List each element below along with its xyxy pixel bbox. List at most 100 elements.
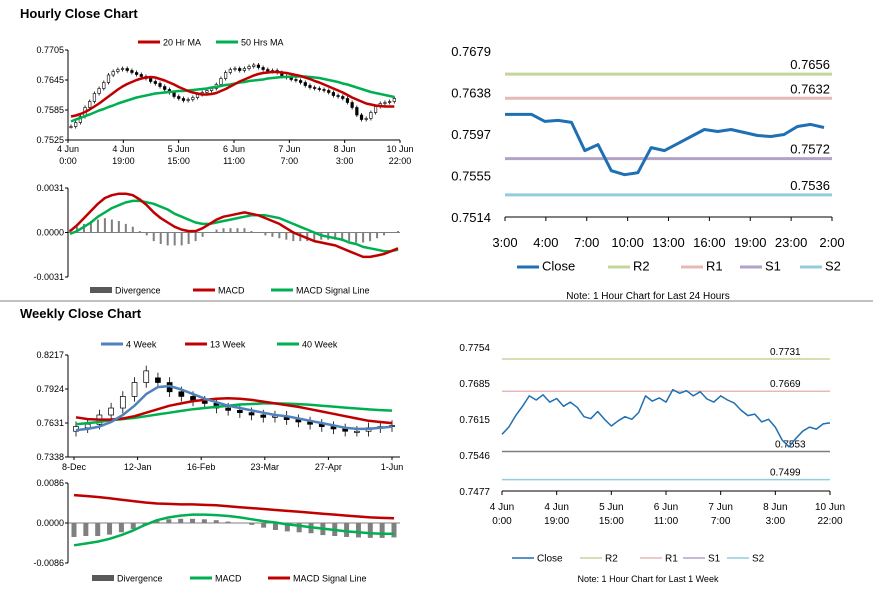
legend-4-week-label: 4 Week xyxy=(126,340,157,350)
legend-divergence-swatch xyxy=(90,287,112,293)
x-tick-label: 7:00 xyxy=(574,235,599,250)
hourly-macd-chart: 0.0031 0.0000 -0.0031 Divergence MACD MACD Si… xyxy=(33,183,400,296)
candle-body xyxy=(102,82,106,89)
x-tick-label: 19:00 xyxy=(112,156,135,166)
y-tick-label: 0.7338 xyxy=(36,452,64,462)
ma-20-line xyxy=(70,70,395,118)
weekly-section-title: Weekly Close Chart xyxy=(20,306,142,321)
divergence-bar xyxy=(190,518,196,523)
hourly-section-title: Hourly Close Chart xyxy=(20,6,138,21)
macd-line xyxy=(69,192,399,259)
y-tick-label: 0.0086 xyxy=(36,478,64,488)
candle-body xyxy=(225,407,231,411)
x-tick-label: 4 Jun xyxy=(112,144,134,154)
candle-body xyxy=(313,87,317,89)
y-tick-label: 0.7555 xyxy=(451,169,491,184)
divergence-bar xyxy=(130,523,136,530)
y-tick-label: -0.0086 xyxy=(33,558,64,568)
candle-body xyxy=(205,90,209,93)
legend-macd-label: MACD xyxy=(215,574,242,584)
candle-body xyxy=(153,81,157,84)
x-tick-label: 1-Jun xyxy=(381,462,404,472)
candle-body xyxy=(120,68,125,70)
candle-body xyxy=(238,68,242,71)
x-tick-label: 7:00 xyxy=(711,516,731,527)
legend-signal-label: MACD Signal Line xyxy=(296,286,370,296)
legend-r2-label: R2 xyxy=(633,259,650,274)
legend-macd-label: MACD xyxy=(218,286,245,296)
candle-body xyxy=(364,118,368,120)
candle-body xyxy=(74,122,78,127)
divergence-bar xyxy=(367,523,373,538)
divergence-bar xyxy=(344,523,350,537)
close-line xyxy=(501,388,831,448)
macd-signal-line xyxy=(73,493,395,520)
level-label-s1: 0.7572 xyxy=(790,142,830,157)
candle-body xyxy=(69,126,73,128)
candle-body xyxy=(242,68,246,71)
candle-body xyxy=(92,93,97,102)
divergence-bar xyxy=(166,519,172,523)
level-label-r2: 0.7731 xyxy=(770,347,801,358)
candle-body xyxy=(125,68,129,71)
candle-body xyxy=(392,98,396,102)
divergence-bar xyxy=(355,523,361,538)
x-tick-label: 3:00 xyxy=(336,156,354,166)
y-tick-label: 0.7585 xyxy=(36,105,64,115)
legend-close-label: Close xyxy=(537,554,563,565)
candle-body xyxy=(341,96,345,99)
y-tick-label: 0.7924 xyxy=(36,384,64,394)
y-tick-label: 0.7477 xyxy=(459,487,490,498)
candle-body xyxy=(354,430,360,433)
candle-body xyxy=(248,412,255,416)
candle-body xyxy=(388,101,392,103)
x-tick-label: 19:00 xyxy=(734,235,767,250)
x-tick-label: 23-Mar xyxy=(251,462,280,472)
y-tick-label: 0.7546 xyxy=(459,451,490,462)
y-tick-label: 0.7705 xyxy=(36,45,64,55)
divergence-bar xyxy=(296,523,302,533)
divergence-bar xyxy=(71,523,77,537)
legend-signal-label: MACD Signal Line xyxy=(293,574,367,584)
candle-body xyxy=(355,107,359,116)
candle-body xyxy=(327,90,331,93)
macd-line xyxy=(73,513,394,547)
x-tick-label: 0:00 xyxy=(59,156,77,166)
legend-13-week-label: 13 Week xyxy=(210,340,246,350)
candle-body xyxy=(130,70,134,73)
x-tick-label: 4 Jun xyxy=(57,144,79,154)
legend-divergence-label: Divergence xyxy=(117,574,163,584)
legend-divergence-label: Divergence xyxy=(115,286,161,296)
legend-divergence-swatch xyxy=(92,575,114,581)
x-tick-label: 5 Jun xyxy=(599,502,623,513)
y-tick-label: 0.7597 xyxy=(451,127,491,142)
candle-body xyxy=(139,74,143,77)
x-tick-label: 22:00 xyxy=(389,156,412,166)
candle-body xyxy=(155,377,161,383)
x-tick-label: 7 Jun xyxy=(278,144,300,154)
legend-r1-label: R1 xyxy=(706,259,723,274)
candle-body xyxy=(256,64,261,68)
divergence-bar xyxy=(249,523,255,525)
divergence-bar xyxy=(107,523,113,535)
candle-body xyxy=(317,88,321,90)
divergence-bar xyxy=(95,523,101,537)
y-tick-label: 0.7679 xyxy=(451,44,491,59)
divergence-bar xyxy=(118,523,124,533)
candle-body xyxy=(172,92,176,97)
x-tick-label: 11:00 xyxy=(654,516,679,527)
x-tick-label: 10 Jun xyxy=(815,502,845,513)
candle-body xyxy=(181,98,186,101)
x-tick-label: 22:00 xyxy=(817,516,842,527)
ma-4-week-line xyxy=(75,384,393,432)
legend-s1-label: S1 xyxy=(765,259,781,274)
legend-close-label: Close xyxy=(542,259,575,274)
y-tick-label: -0.0031 xyxy=(33,272,64,282)
y-tick-label: 0.8217 xyxy=(36,350,64,360)
y-tick-label: 0.7754 xyxy=(459,343,490,354)
legend-r1-label: R1 xyxy=(665,554,678,565)
